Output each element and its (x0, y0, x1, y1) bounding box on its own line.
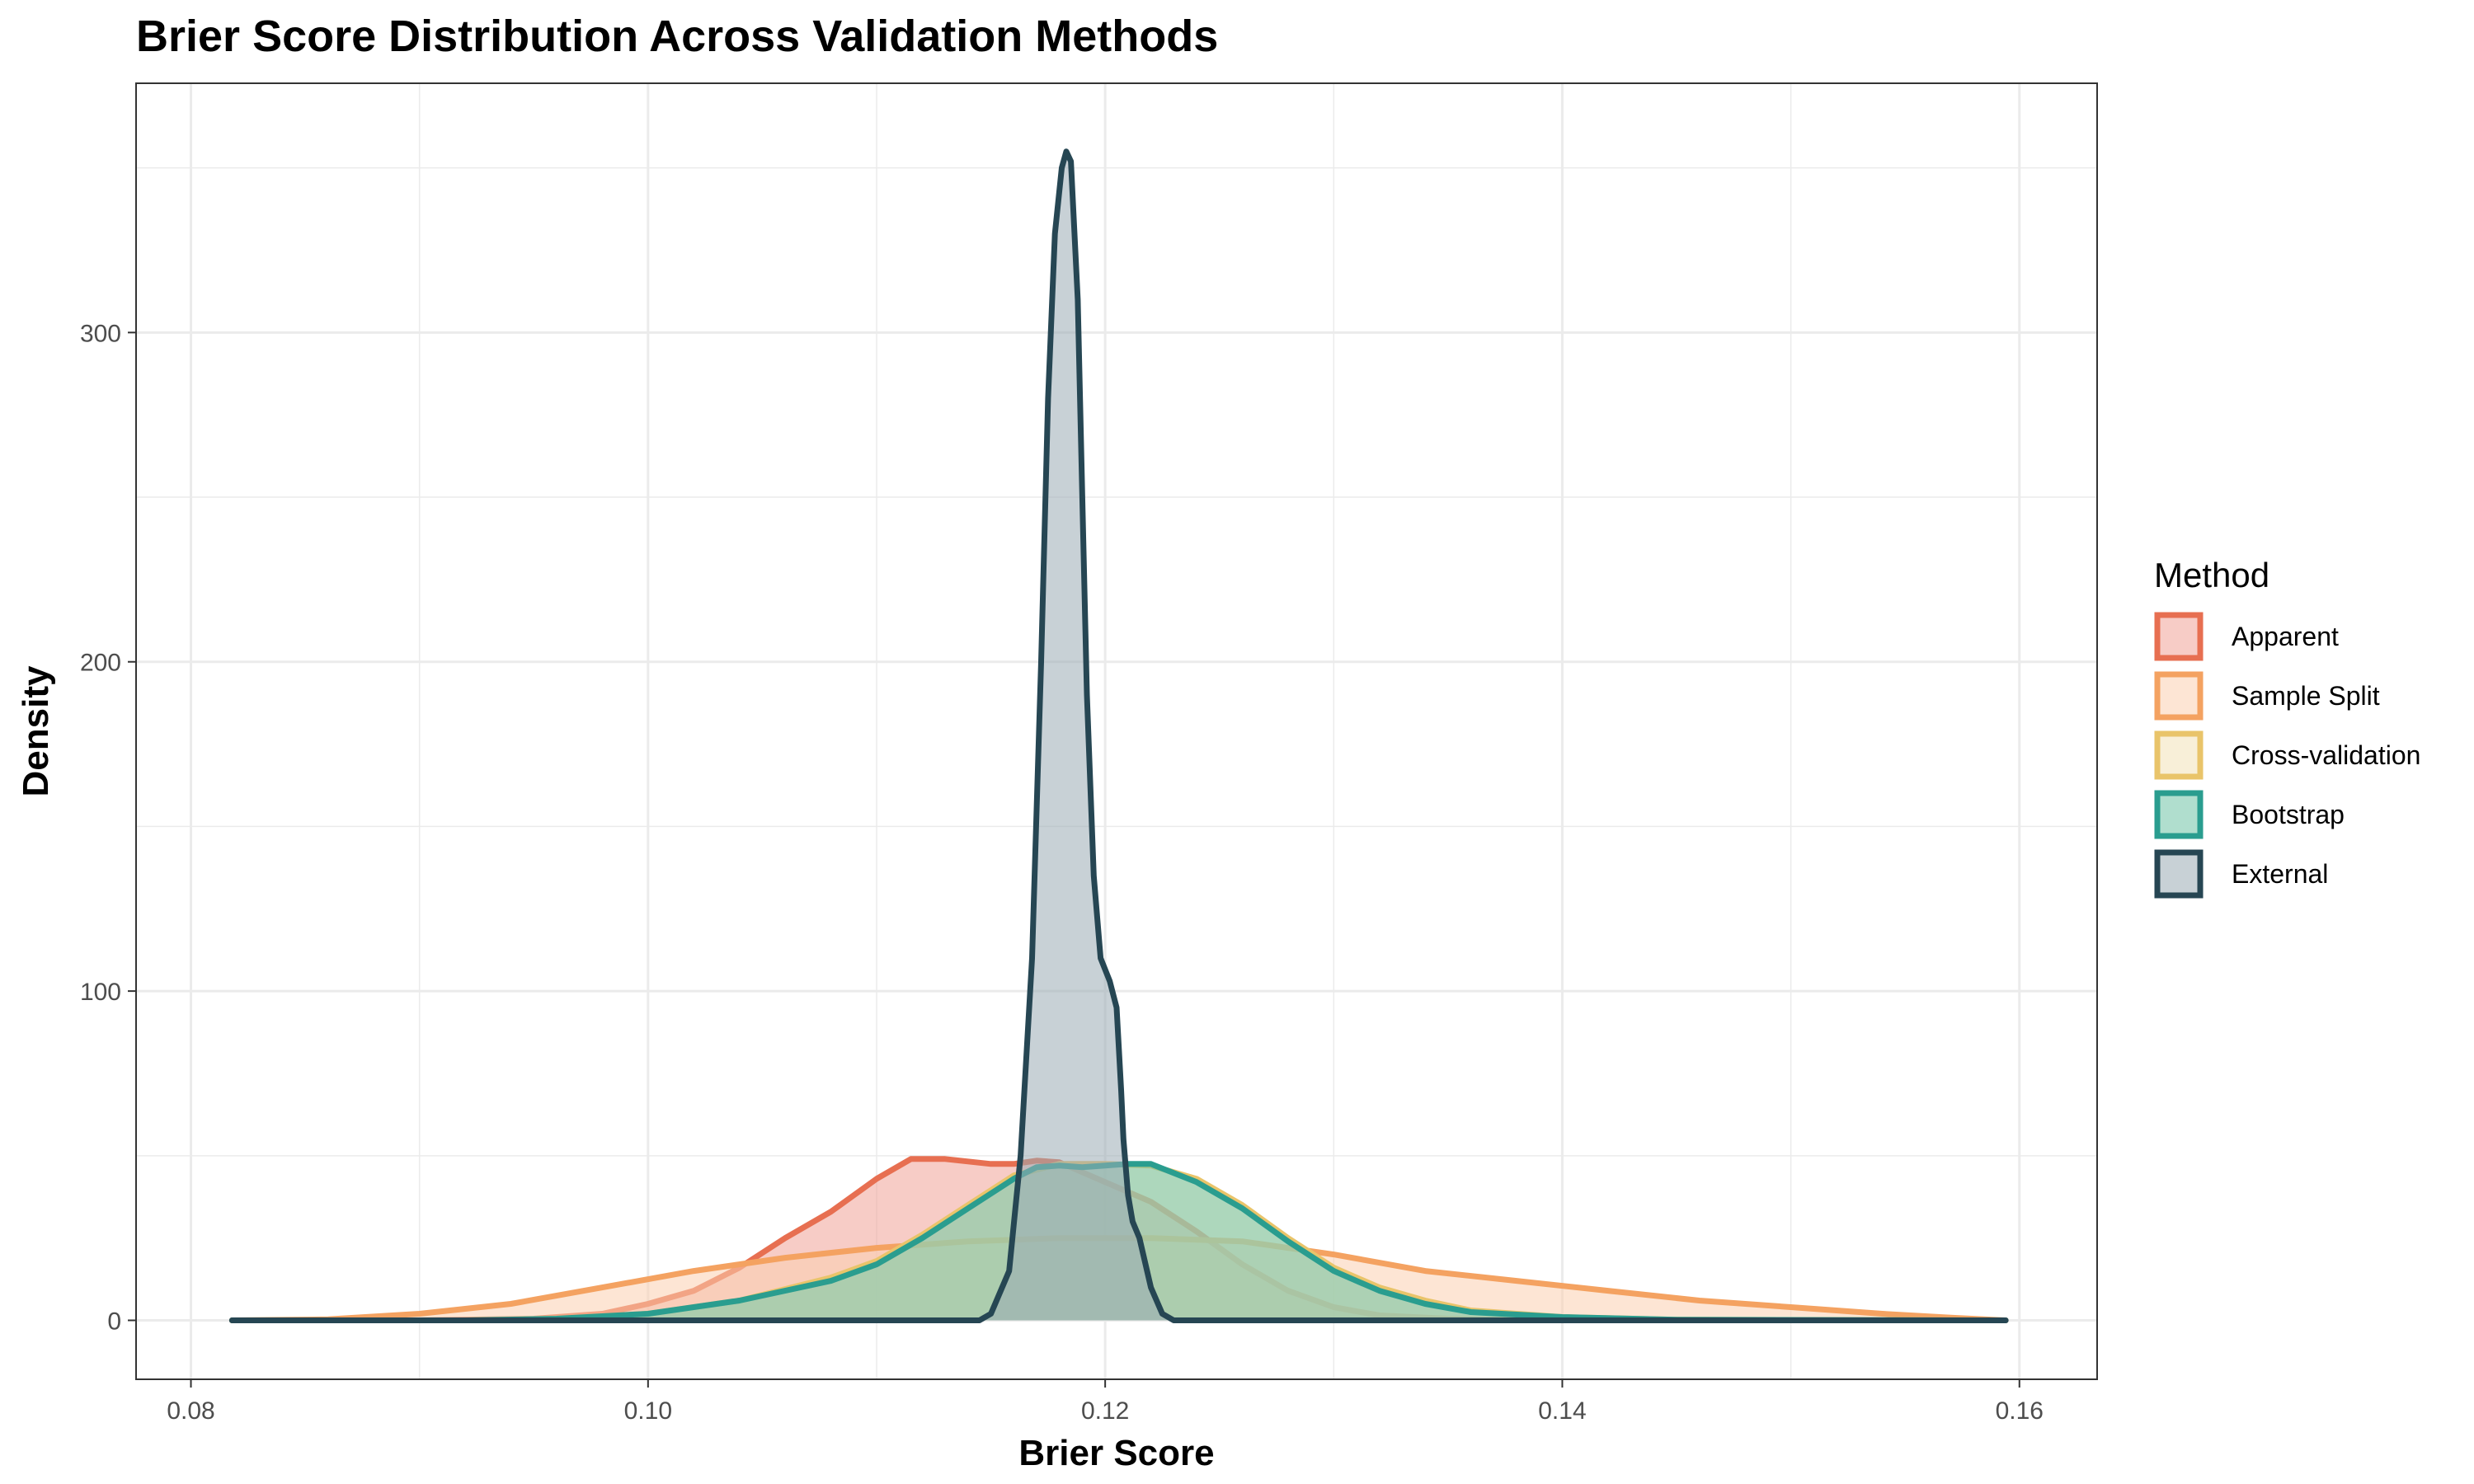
legend-swatch-external (2154, 849, 2204, 899)
x-tick-label: 0.10 (624, 1397, 672, 1425)
legend-swatch-bootstrap (2154, 790, 2204, 839)
y-tick-label: 200 (80, 650, 121, 677)
legend-swatch-apparent (2154, 612, 2204, 661)
legend-title: Method (2154, 556, 2269, 594)
legend-item-cross-validation: Cross-validation (2154, 730, 2420, 780)
x-axis-title: Brier Score (1018, 1433, 1214, 1473)
panel-border (135, 82, 2098, 1380)
y-tick-label: 300 (80, 320, 121, 347)
legend-swatch-sample-split (2154, 671, 2204, 721)
legend-item-bootstrap: Bootstrap (2154, 790, 2345, 839)
x-tick-label: 0.08 (167, 1397, 214, 1425)
legend-item-apparent: Apparent (2154, 612, 2339, 661)
legend-label: Sample Split (2232, 681, 2380, 711)
density-line-external (228, 148, 2009, 1323)
x-tick-label: 0.12 (1081, 1397, 1129, 1425)
y-axis-title: Density (16, 665, 56, 796)
x-tick-label: 0.16 (1996, 1397, 2044, 1425)
legend-item-external: External (2154, 849, 2328, 899)
legend: Apparent Sample Split Cross-validation Boot… (2154, 612, 2420, 899)
x-tick-label: 0.14 (1538, 1397, 1586, 1425)
y-tick-label: 100 (80, 979, 121, 1006)
y-tick-label: 0 (107, 1308, 121, 1336)
legend-label: External (2232, 859, 2328, 889)
legend-swatch-cross-validation (2154, 730, 2204, 780)
legend-item-sample-split: Sample Split (2154, 671, 2380, 721)
legend-label: Apparent (2232, 622, 2339, 651)
legend-label: Cross-validation (2232, 740, 2420, 770)
chart-title: Brier Score Distribution Across Validati… (136, 12, 1218, 61)
legend-label: Bootstrap (2232, 800, 2345, 829)
density-area-external (232, 151, 2006, 1321)
series-layer (228, 148, 2009, 1323)
axis-layer: 0.08 0.10 0.12 0.14 0.16 0 100 200 300 (80, 320, 2044, 1425)
